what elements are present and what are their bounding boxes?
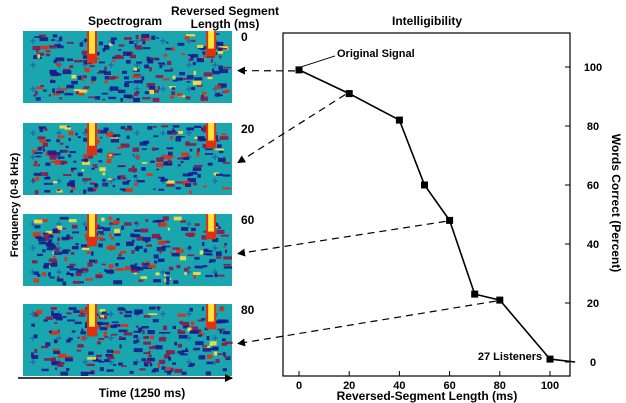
link-arrow <box>237 300 496 347</box>
link-arrow <box>237 94 346 164</box>
spectrogram-panel <box>23 123 232 195</box>
data-point <box>546 355 554 363</box>
annotation-leader <box>300 55 336 68</box>
link-arrow <box>237 220 446 257</box>
annotation-listeners: 27 Listeners <box>478 351 542 363</box>
y-tick-label: 100 <box>584 62 602 74</box>
panel-header-line2: Length (ms) <box>191 17 260 31</box>
panel-label: 0 <box>241 30 248 44</box>
data-point <box>295 66 303 74</box>
x-tick-label: 20 <box>343 380 355 392</box>
data-point <box>421 181 428 189</box>
time-axis-label: Time (1250 ms) <box>99 386 186 400</box>
x-tick-label: 0 <box>296 380 302 392</box>
frequency-axis-label: Frequency (0-8 kHz) <box>9 152 21 257</box>
panel-label: 80 <box>241 303 255 317</box>
panel-header-line1: Reversed Segment <box>171 4 279 18</box>
intelligibility-plot: 0 20 40 60 80 100 0 20 40 60 80 100 Original Signal 2… <box>237 48 602 392</box>
y-tick-label: 60 <box>587 180 599 192</box>
intelligibility-title: Intelligibility <box>392 14 462 28</box>
panel-label: 20 <box>241 122 255 136</box>
annotation-original-signal: Original Signal <box>337 48 415 60</box>
spectrogram-panels: 0 20 60 80 <box>23 30 255 376</box>
x-tick-label: 80 <box>494 380 506 392</box>
y-tick-label: 80 <box>587 121 599 133</box>
data-point <box>446 216 454 224</box>
data-point <box>496 296 504 304</box>
y-axis-label: Words Correct (Percent) <box>609 134 623 272</box>
data-point <box>345 90 353 98</box>
spectrogram-title: Spectrogram <box>88 14 162 28</box>
series-line <box>298 69 576 363</box>
y-tick-label: 20 <box>587 298 599 310</box>
data-point <box>395 116 403 124</box>
x-tick-label: 40 <box>393 380 405 392</box>
plot-frame <box>282 32 571 377</box>
y-tick-label: 0 <box>590 357 596 369</box>
y-tick-label: 40 <box>587 239 599 251</box>
spectrogram-panel <box>23 214 233 286</box>
spectrogram-panel <box>23 304 233 376</box>
x-axis-label: Reversed-Segment Length (ms) <box>337 389 518 403</box>
x-tick-label: 100 <box>541 380 559 392</box>
x-tick-label: 60 <box>443 380 455 392</box>
data-point <box>471 290 479 298</box>
spectrogram-panel <box>23 31 232 103</box>
panel-label: 60 <box>241 213 255 227</box>
